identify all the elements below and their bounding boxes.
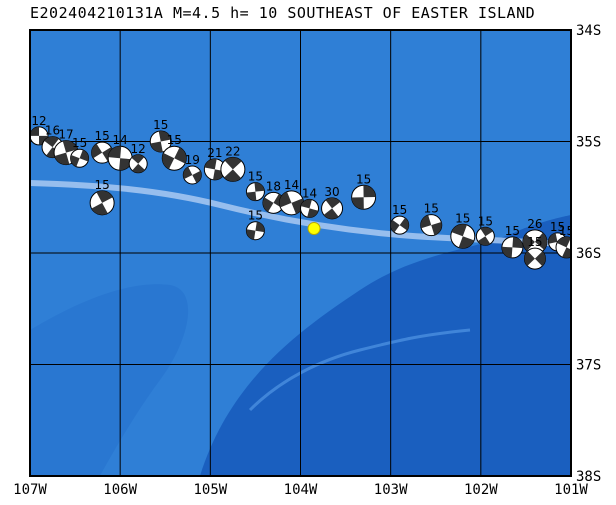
focal-mechanism: 26 [522, 217, 548, 255]
depth-label: 15 [94, 178, 109, 192]
focal-mechanism: 18 [262, 179, 285, 214]
focal-mechanism: 22 [220, 144, 246, 182]
depth-label: 15 [559, 224, 574, 238]
focal-mechanism: 15 [70, 136, 90, 168]
depth-label: 15 [550, 220, 565, 234]
depth-label: 17 [58, 128, 73, 142]
epicenter-marker [307, 221, 321, 235]
depth-label: 21 [207, 146, 222, 160]
longitude-tick-label: 103W [374, 482, 408, 498]
focal-mechanism: 19 [182, 153, 202, 185]
depth-label: 19 [185, 153, 200, 167]
depth-label: 18 [266, 179, 281, 193]
depth-label: 15 [167, 133, 182, 147]
depth-label: 14 [113, 133, 128, 147]
latitude-tick-label: 38S [576, 469, 601, 485]
focal-mechanism: 12 [128, 142, 148, 174]
latitude-tick-label: 37S [576, 358, 601, 374]
longitude-tick-label: 102W [464, 482, 498, 498]
depth-label: 12 [31, 114, 46, 128]
depth-label: 15 [424, 202, 439, 216]
depth-label: 12 [131, 142, 146, 156]
depth-label: 15 [72, 136, 87, 150]
map-title: E202404210131A M=4.5 h= 10 SOUTHEAST OF … [30, 4, 536, 22]
latitude-tick-label: 34S [576, 23, 601, 39]
focal-mechanism: 15 [420, 202, 443, 237]
longitude-tick-label: 106W [103, 482, 137, 498]
focal-mechanism: 21 [203, 146, 226, 181]
focal-mechanism: 15 [475, 214, 495, 246]
depth-label: 14 [302, 186, 317, 200]
longitude-tick-label: 104W [284, 482, 318, 498]
depth-label: 15 [505, 224, 520, 238]
latitude-tick-label: 36S [576, 246, 601, 262]
depth-label: 15 [153, 118, 168, 132]
depth-label: 15 [478, 214, 493, 228]
depth-label: 15 [248, 209, 263, 223]
depth-label: 15 [94, 129, 109, 143]
axis-labels: 107W 106W 105W 104W 103W 102W 101W 34S 35S 36S 37S… [13, 23, 601, 498]
depth-label: 14 [284, 178, 299, 192]
focal-mechanism: 30 [321, 185, 344, 220]
focal-mechanism: 15 [149, 118, 172, 153]
latitude-tick-label: 35S [576, 135, 601, 151]
depth-label: 15 [455, 211, 470, 225]
deep-ocean-region-2 [30, 284, 189, 476]
longitude-tick-label: 105W [193, 482, 227, 498]
focal-mechanism: 15 [555, 224, 574, 259]
depth-label: 15 [527, 235, 542, 249]
depth-label: 15 [248, 170, 263, 184]
focal-mechanism: 15 [450, 211, 476, 249]
focal-mechanism: 15 [351, 172, 377, 210]
graticule [30, 30, 571, 476]
depth-label: 16 [45, 124, 60, 138]
focal-mechanism: 15 [390, 203, 410, 235]
focal-mechanism: 12 [30, 114, 49, 146]
focal-mechanism: 15 [245, 170, 265, 202]
focal-mechanism: 15 [245, 209, 265, 241]
focal-mechanism: 15 [161, 133, 187, 171]
ridge-trace-2 [248, 328, 471, 412]
focal-mechanism: 14 [300, 186, 320, 218]
depth-label: 30 [324, 185, 339, 199]
longitude-tick-label: 101W [554, 482, 588, 498]
focal-mechanism: 15 [89, 178, 115, 216]
deep-ocean-region [200, 215, 571, 476]
longitude-tick-label: 107W [13, 482, 47, 498]
depth-label: 26 [527, 217, 542, 231]
focal-mechanism: 14 [107, 133, 133, 171]
depth-label: 22 [225, 144, 240, 158]
focal-mechanism: 15 [501, 224, 524, 259]
focal-mechanism: 15 [91, 129, 114, 164]
depth-label: 15 [392, 203, 407, 217]
map-frame [29, 29, 572, 477]
depth-label: 15 [356, 172, 371, 186]
focal-mechanism: 15 [523, 235, 546, 270]
